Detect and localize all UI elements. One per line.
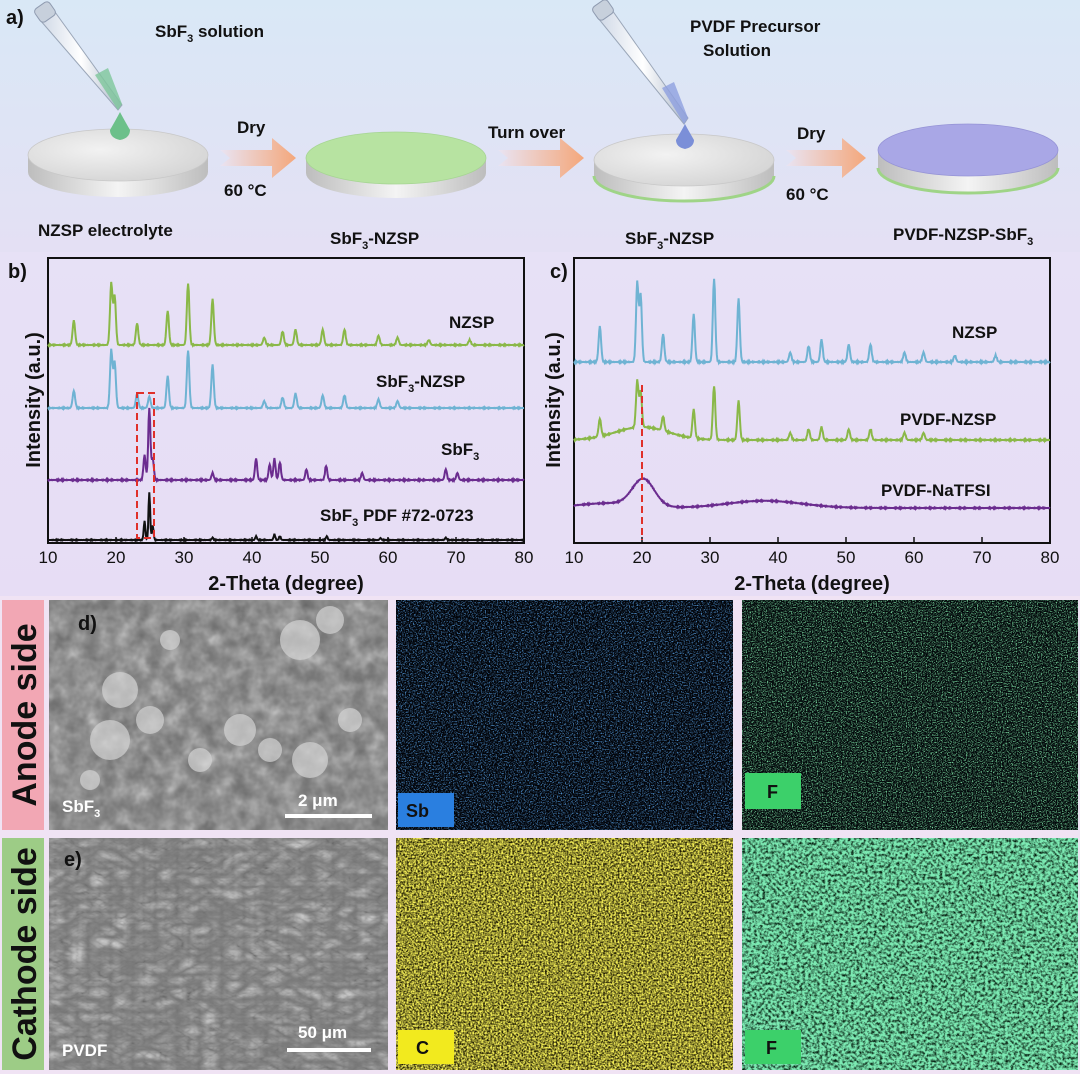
- sem-cathode-caption: PVDF: [62, 1041, 107, 1060]
- chart-b: b) Intensity (a.u.) 2-Theta (degree) 10 2…: [8, 257, 534, 595]
- nzsp-electrolyte-label: NZSP electrolyte: [38, 221, 173, 240]
- series-line-nzsp: [573, 278, 1051, 367]
- series-line-sbf3-pdf-72-0723: [47, 492, 525, 543]
- chart-b-series-label-0: NZSP: [449, 313, 494, 332]
- pipette-sbf3: [34, 1, 123, 111]
- anode-side-label: Anode side: [6, 623, 44, 806]
- sem-anode-caption: SbF3: [62, 797, 100, 820]
- chart-c: c) Intensity (a.u.) 2-Theta (degree) 10 2…: [543, 257, 1060, 595]
- x-tick-label: 40: [769, 548, 788, 567]
- series-line-sbf3-nzsp: [47, 348, 525, 411]
- series-line-pvdf-natfsi: [573, 477, 1051, 512]
- anode-side-tab: Anode side: [2, 600, 44, 830]
- x-tick-label: 70: [447, 548, 466, 567]
- chart-c-label: c): [550, 261, 568, 283]
- x-tick-label: 20: [107, 548, 126, 567]
- series-line-nzsp: [47, 281, 525, 349]
- disc2-label: SbF3-NZSP: [330, 229, 419, 252]
- chart-b-label: b): [8, 261, 27, 283]
- sem-image-anode: d) SbF3 2 μm: [49, 600, 388, 830]
- chart-c-frame: [573, 257, 1051, 544]
- sb-tag: [398, 793, 454, 827]
- dry-label-2: Dry: [797, 124, 826, 143]
- series-line-sbf3: [47, 407, 525, 484]
- pipette-pvdf: [592, 0, 689, 125]
- scale-label-cathode: 50 μm: [298, 1023, 347, 1042]
- scale-label-anode: 2 μm: [298, 791, 338, 810]
- eds-map-f-anode: F: [742, 600, 1078, 830]
- chart-b-series-label-2: SbF3: [441, 440, 479, 463]
- x-tick-label: 50: [311, 548, 330, 567]
- disc-nzsp-electrolyte: [27, 112, 209, 197]
- x-tick-label: 40: [243, 548, 262, 567]
- arrow-dry-2: [786, 138, 866, 178]
- c-tag: [398, 1030, 454, 1064]
- eds-map-sb: Sb: [396, 600, 733, 830]
- panel-e-label: e): [64, 849, 82, 871]
- eds-map-f-cathode: F: [742, 838, 1078, 1070]
- panel-a-label: a): [6, 7, 24, 29]
- dry-label-1: Dry: [237, 118, 266, 137]
- pvdf-precursor-line1: PVDF Precursor: [690, 17, 821, 36]
- x-tick-label: 60: [905, 548, 924, 567]
- chart-c-xlabel: 2-Theta (degree): [734, 573, 890, 595]
- f-tag-cathode-label: F: [766, 1038, 777, 1058]
- disc-sbf3-nzsp-2: [592, 124, 776, 203]
- pvdf-precursor-line2: Solution: [703, 41, 771, 60]
- chart-c-series-label-1: PVDF-NZSP: [900, 410, 996, 429]
- f-tag-anode-label: F: [767, 782, 778, 802]
- x-tick-label: 80: [1041, 548, 1060, 567]
- arrow-turn-over: [498, 138, 584, 178]
- x-tick-label: 30: [175, 548, 194, 567]
- x-tick-label: 50: [837, 548, 856, 567]
- chart-b-xlabel: 2-Theta (degree): [208, 573, 364, 595]
- chart-c-series-label-0: NZSP: [952, 323, 997, 342]
- x-tick-label: 70: [973, 548, 992, 567]
- panel-d-label: d): [78, 613, 97, 635]
- chart-b-frame: [47, 257, 525, 544]
- chart-c-ylabel: Intensity (a.u.): [543, 332, 565, 468]
- disc4-label: PVDF-NZSP-SbF3: [893, 225, 1033, 248]
- panel-a: a) SbF3 solution Dry 60 °C Turn ove: [0, 0, 1080, 252]
- blue-droplet: [676, 124, 694, 149]
- x-tick-label: 10: [565, 548, 584, 567]
- chart-c-series-label-2: PVDF-NaTFSI: [881, 481, 991, 500]
- chart-b-series: [47, 281, 525, 543]
- green-droplet: [110, 112, 130, 140]
- f-tag-cathode: [745, 1030, 801, 1064]
- sbf3-solution-label: SbF3 solution: [155, 22, 264, 45]
- chart-b-series-label-3: SbF3 PDF #72-0723: [320, 506, 474, 529]
- sb-tag-label: Sb: [406, 801, 429, 821]
- temp-label-2: 60 °C: [786, 185, 829, 204]
- chart-b-ylabel: Intensity (a.u.): [23, 332, 45, 468]
- disc-sbf3-nzsp-1: [305, 131, 487, 198]
- chart-c-xticks: 10 20 30 40 50 60 70 80: [565, 537, 1060, 567]
- arrow-dry-1: [220, 138, 296, 178]
- x-tick-label: 10: [39, 548, 58, 567]
- disc-pvdf-nzsp-sbf3: [876, 123, 1060, 195]
- cathode-side-label: Cathode side: [6, 847, 44, 1060]
- x-tick-label: 30: [701, 548, 720, 567]
- c-tag-label: C: [416, 1038, 429, 1058]
- x-tick-label: 80: [515, 548, 534, 567]
- temp-label-1: 60 °C: [224, 181, 267, 200]
- f-tag-anode: [745, 773, 801, 809]
- turn-over-label: Turn over: [488, 123, 566, 142]
- chart-b-xticks: 10 20 30 40 50 60 70 80: [39, 537, 534, 567]
- chart-c-series: [573, 278, 1051, 512]
- chart-b-highlight-box: [136, 392, 155, 539]
- chart-b-series-label-1: SbF3-NZSP: [376, 372, 465, 395]
- eds-map-c: C: [396, 838, 733, 1070]
- disc3-label: SbF3-NZSP: [625, 229, 714, 252]
- cathode-side-tab: Cathode side: [2, 838, 44, 1070]
- x-tick-label: 20: [633, 548, 652, 567]
- panel-a-background: [0, 0, 1080, 252]
- series-line-pvdf-nzsp: [573, 379, 1051, 444]
- x-tick-label: 60: [379, 548, 398, 567]
- sem-image-cathode: e) PVDF 50 μm: [49, 838, 388, 1070]
